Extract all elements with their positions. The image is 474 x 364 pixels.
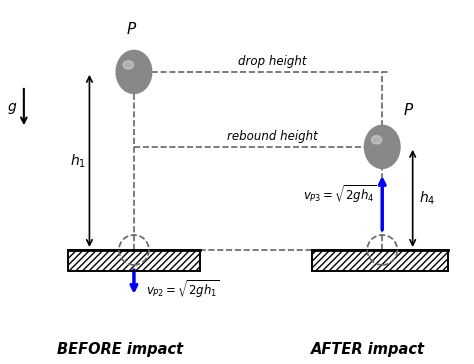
Ellipse shape	[116, 50, 152, 94]
Bar	[68, 250, 200, 271]
Text: $v_{P3} = \sqrt{2gh_4}$: $v_{P3} = \sqrt{2gh_4}$	[302, 183, 376, 205]
Text: BEFORE impact: BEFORE impact	[57, 342, 183, 357]
Text: AFTER impact: AFTER impact	[311, 342, 425, 357]
Text: drop height: drop height	[238, 55, 306, 68]
Text: rebound height: rebound height	[227, 130, 318, 143]
Text: P: P	[127, 22, 136, 37]
Ellipse shape	[365, 125, 400, 169]
Ellipse shape	[372, 136, 382, 144]
Bar	[68, 250, 200, 271]
Bar	[312, 250, 448, 271]
Ellipse shape	[123, 61, 134, 69]
Text: P: P	[403, 103, 412, 118]
Text: g: g	[8, 100, 17, 114]
Text: $h_1$: $h_1$	[70, 152, 86, 170]
Text: $h_4$: $h_4$	[419, 190, 436, 207]
Text: $v_{P2} = \sqrt{2gh_1}$: $v_{P2} = \sqrt{2gh_1}$	[146, 278, 219, 300]
Bar	[312, 250, 448, 271]
